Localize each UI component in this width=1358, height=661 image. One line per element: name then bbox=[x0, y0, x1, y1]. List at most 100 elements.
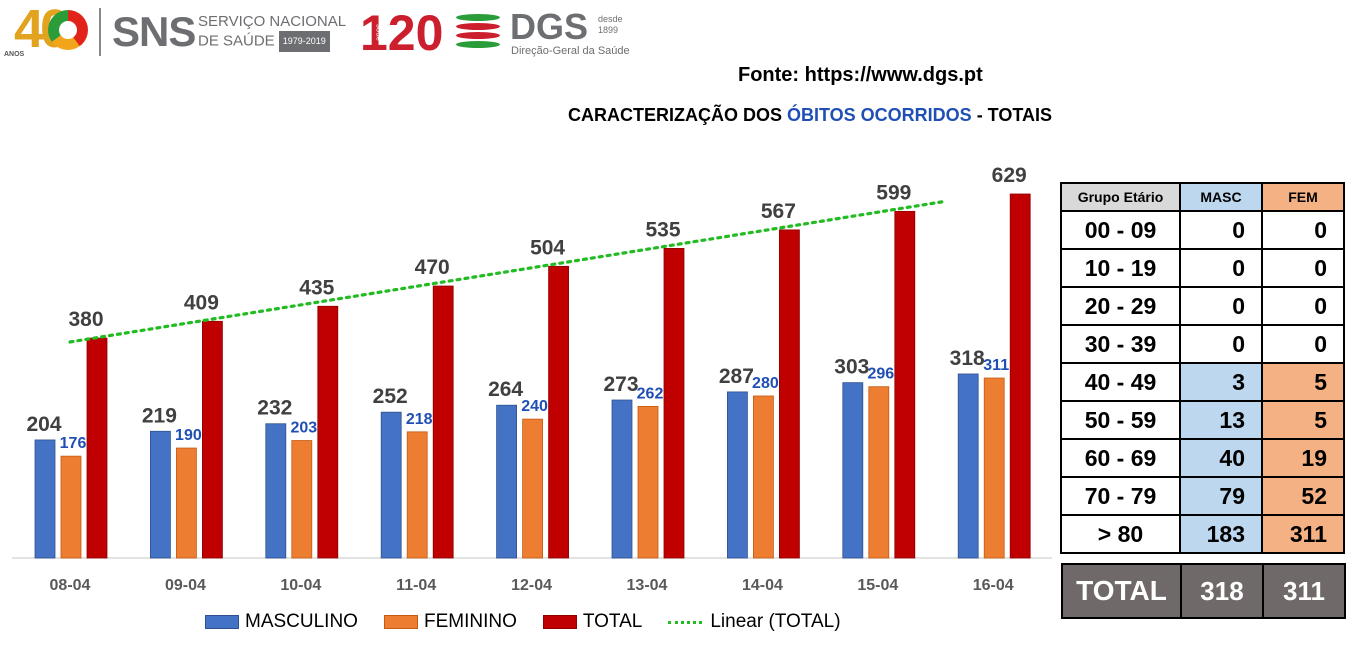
header-fem: FEM bbox=[1261, 182, 1345, 212]
legend-item-masculino: MASCULINO bbox=[205, 611, 358, 633]
x-tick-label: 10-04 bbox=[280, 577, 321, 594]
data-label-feminino: 176 bbox=[60, 435, 87, 452]
cell-masc: 40 bbox=[1179, 438, 1263, 478]
bar-feminino-09-04 bbox=[175, 447, 197, 559]
cell-fem: 0 bbox=[1261, 324, 1345, 364]
dgs-desde: desde 1899 bbox=[598, 14, 623, 36]
cell-age-group: 50 - 59 bbox=[1060, 400, 1181, 440]
cell-fem: 0 bbox=[1261, 248, 1345, 288]
age-group-table: Grupo Etário MASC FEM 00 - 09 0 0 10 - 19 0 0… bbox=[1060, 182, 1345, 554]
page-title: CARACTERIZAÇÃO DOS ÓBITOS OCORRIDOS - TO… bbox=[568, 105, 1052, 126]
data-label-total: 435 bbox=[299, 276, 334, 299]
cell-masc: 0 bbox=[1179, 210, 1263, 250]
x-tick-label: 13-04 bbox=[627, 577, 668, 594]
table-header-row: Grupo Etário MASC FEM bbox=[1060, 182, 1345, 212]
logo-40-anos-label: ANOS bbox=[4, 51, 25, 58]
cell-age-group: 40 - 49 bbox=[1060, 362, 1181, 402]
source-text: Fonte: https://www.dgs.pt bbox=[738, 64, 983, 86]
cell-masc: 0 bbox=[1179, 248, 1263, 288]
cell-fem: 19 bbox=[1261, 438, 1345, 478]
data-label-masculino: 264 bbox=[488, 378, 523, 401]
cell-fem: 0 bbox=[1261, 286, 1345, 326]
cell-masc: 3 bbox=[1179, 362, 1263, 402]
data-label-total: 629 bbox=[992, 164, 1027, 187]
sns-line1: SERVIÇO NACIONAL bbox=[198, 13, 347, 30]
data-label-masculino: 232 bbox=[257, 397, 292, 420]
cell-age-group: 70 - 79 bbox=[1060, 476, 1181, 516]
data-label-total: 535 bbox=[645, 218, 680, 241]
table-row: 00 - 09 0 0 bbox=[1060, 210, 1345, 250]
total-fem: 311 bbox=[1262, 563, 1346, 619]
x-tick-label: 15-04 bbox=[857, 577, 898, 594]
table-body: 00 - 09 0 0 10 - 19 0 0 20 - 29 0 0 30 - 39 0 0 40 -… bbox=[1060, 210, 1345, 554]
x-tick-label: 11-04 bbox=[396, 577, 436, 594]
cell-fem: 5 bbox=[1261, 362, 1345, 402]
data-label-feminino: 190 bbox=[175, 427, 202, 444]
data-label-total: 504 bbox=[530, 236, 565, 259]
sns-line2-wrap: DE SAÚDE 1979-2019 bbox=[198, 31, 346, 52]
legend-swatch-masculino bbox=[205, 615, 239, 629]
data-label-masculino: 252 bbox=[373, 385, 408, 408]
legend-label-trend: Linear (TOTAL) bbox=[710, 611, 841, 632]
title-highlight: ÓBITOS OCORRIDOS bbox=[787, 105, 972, 125]
cell-age-group: 30 - 39 bbox=[1060, 324, 1181, 364]
total-row: TOTAL 318 311 bbox=[1061, 563, 1346, 619]
data-label-masculino: 303 bbox=[834, 356, 869, 379]
dgs-emblem-icon bbox=[456, 14, 500, 54]
data-label-feminino: 280 bbox=[752, 375, 779, 392]
bar-feminino-15-04 bbox=[868, 386, 890, 559]
sns-logo-subtitle: SERVIÇO NACIONAL DE SAÚDE 1979-2019 bbox=[198, 12, 346, 52]
data-label-feminino: 203 bbox=[290, 420, 317, 437]
logo-40-anos: 40 ANOS bbox=[4, 0, 92, 60]
logo-120-number: 120 bbox=[360, 5, 444, 61]
data-label-feminino: 218 bbox=[406, 411, 433, 428]
x-tick-label: 14-04 bbox=[742, 577, 783, 594]
table-row: 30 - 39 0 0 bbox=[1060, 324, 1345, 364]
table-row: 50 - 59 13 5 bbox=[1060, 400, 1345, 440]
legend-label-total: TOTAL bbox=[582, 611, 643, 632]
legend-swatch-trend bbox=[668, 620, 703, 624]
data-label-total: 567 bbox=[761, 200, 796, 223]
table-row: 40 - 49 3 5 bbox=[1060, 362, 1345, 402]
legend-item-trend: Linear (TOTAL) bbox=[668, 611, 841, 633]
header-logos: 40 ANOS SNS SERVIÇO NACIONAL DE SAÚDE 197… bbox=[0, 0, 640, 62]
cell-age-group: 00 - 09 bbox=[1060, 210, 1181, 250]
bar-masculino-14-04 bbox=[727, 391, 748, 559]
cell-age-group: > 80 bbox=[1060, 514, 1181, 554]
cell-age-group: 20 - 29 bbox=[1060, 286, 1181, 326]
table-row: 70 - 79 79 52 bbox=[1060, 476, 1345, 516]
bar-feminino-11-04 bbox=[406, 431, 428, 559]
x-tick-label: 08-04 bbox=[50, 577, 91, 594]
dgs-desde-year: 1899 bbox=[598, 25, 619, 35]
table-row: > 80 183 311 bbox=[1060, 514, 1345, 554]
chart-legend: MASCULINO FEMININO TOTAL Linear (TOTAL) bbox=[205, 610, 867, 634]
sns-years: 1979-2019 bbox=[278, 31, 330, 52]
bar-feminino-14-04 bbox=[753, 395, 774, 559]
bar-feminino-16-04 bbox=[983, 377, 1005, 559]
bar-total-16-04 bbox=[1009, 193, 1031, 559]
cell-fem: 311 bbox=[1261, 514, 1345, 554]
dgs-subtitle: Direção-Geral da Saúde bbox=[511, 45, 630, 57]
bar-masculino-16-04 bbox=[957, 373, 979, 559]
bar-masculino-15-04 bbox=[842, 382, 864, 559]
logo-40-ring-icon bbox=[48, 10, 88, 50]
dgs-logo-text: DGS bbox=[510, 6, 589, 47]
bar-feminino-12-04 bbox=[522, 418, 543, 559]
cell-masc: 79 bbox=[1179, 476, 1263, 516]
legend-label-masculino: MASCULINO bbox=[245, 611, 358, 632]
x-tick-label: 09-04 bbox=[165, 577, 206, 594]
total-masc: 318 bbox=[1180, 563, 1264, 619]
table-row: 20 - 29 0 0 bbox=[1060, 286, 1345, 326]
legend-label-feminino: FEMININO bbox=[423, 611, 517, 632]
cell-fem: 5 bbox=[1261, 400, 1345, 440]
bar-masculino-10-04 bbox=[265, 423, 287, 559]
bar-total-12-04 bbox=[548, 265, 569, 559]
title-part2: - TOTAIS bbox=[971, 105, 1053, 125]
dgs-desde-label: desde bbox=[598, 14, 623, 24]
bar-total-08-04 bbox=[86, 337, 108, 559]
data-label-masculino: 219 bbox=[142, 404, 177, 427]
data-label-masculino: 287 bbox=[719, 365, 754, 388]
data-label-total: 409 bbox=[184, 291, 219, 314]
data-label-masculino: 204 bbox=[26, 413, 61, 436]
